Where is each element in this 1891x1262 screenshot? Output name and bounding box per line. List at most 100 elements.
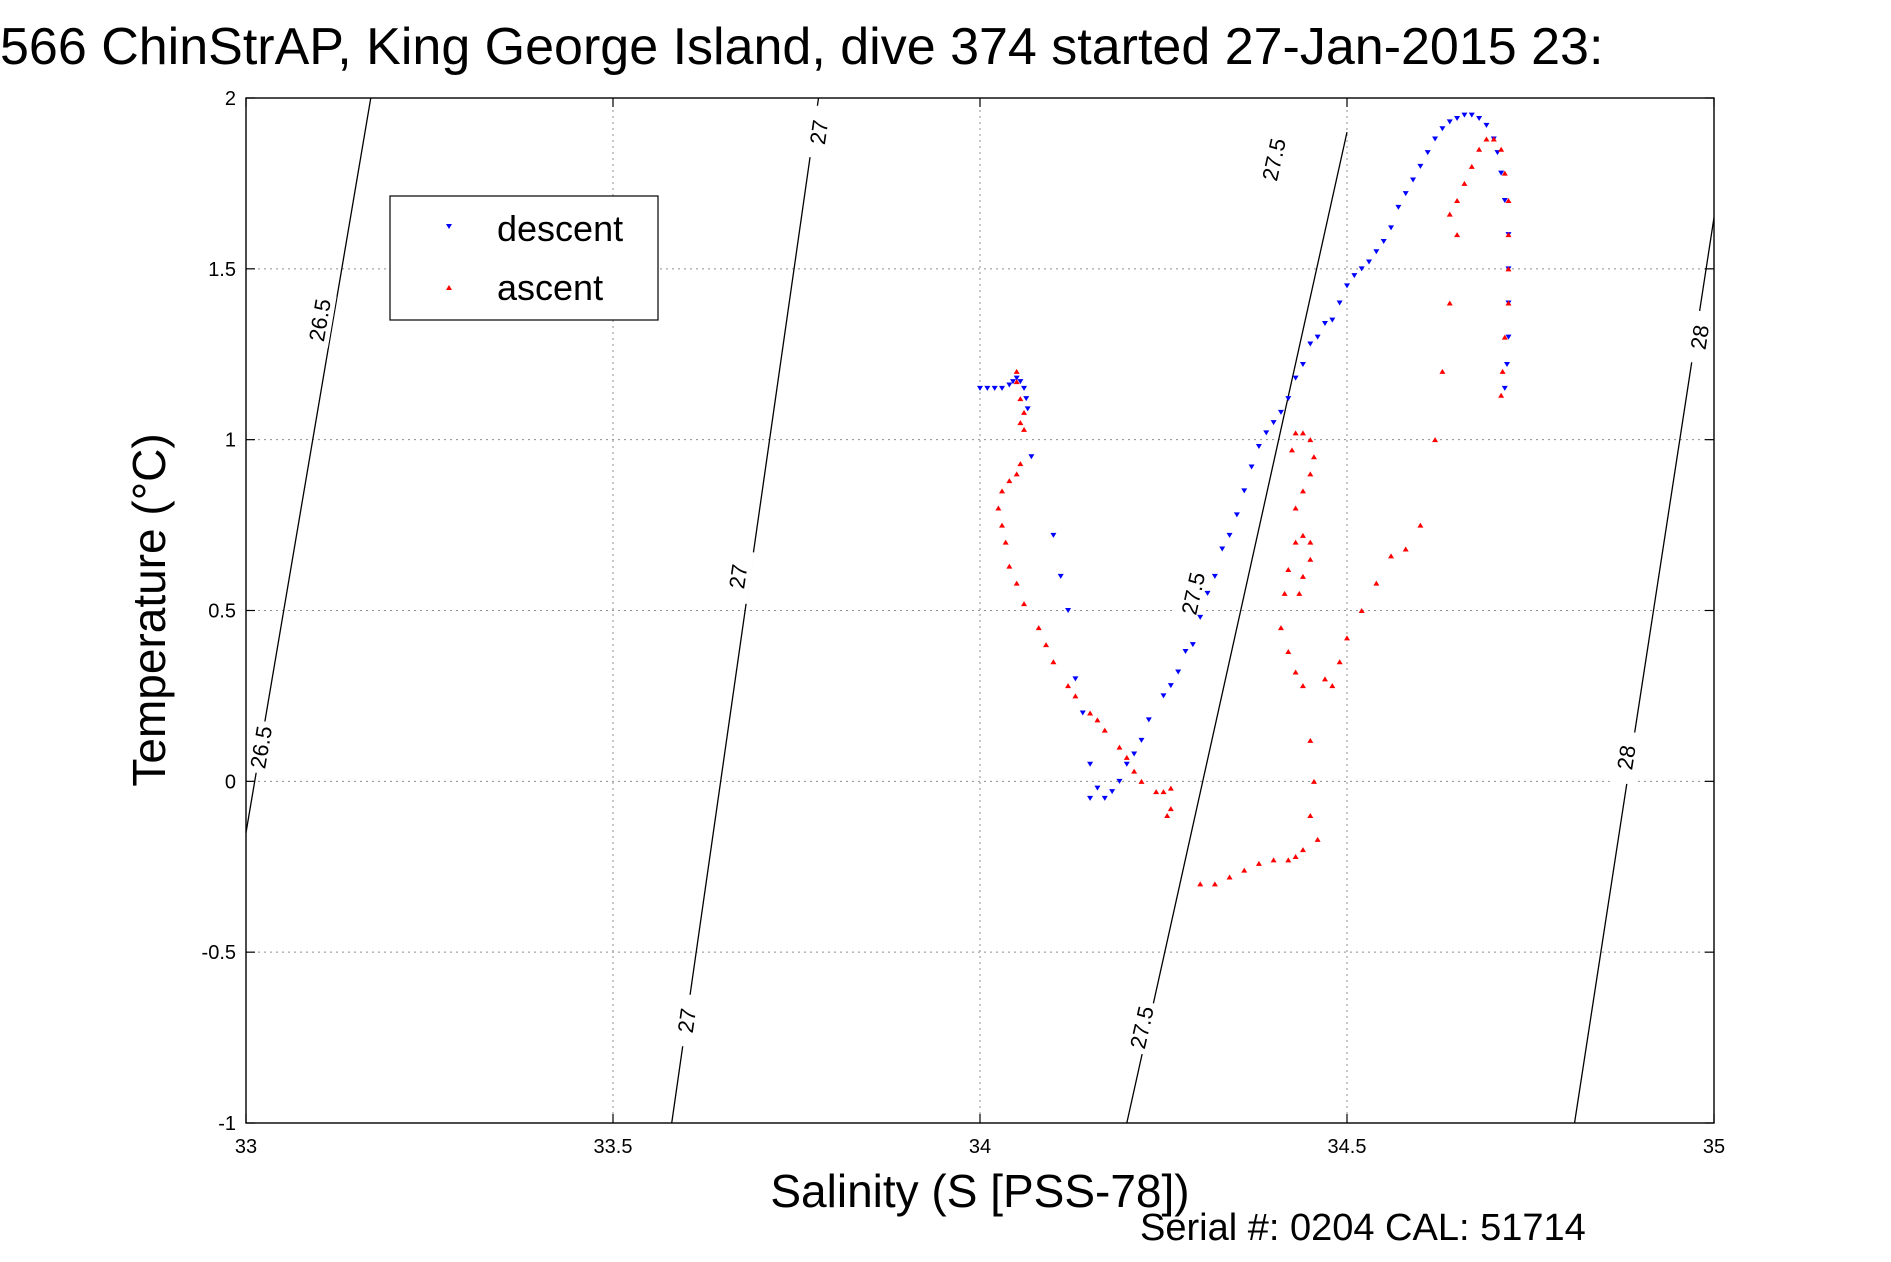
ascent-point (1164, 813, 1171, 818)
descent-point (1189, 642, 1196, 648)
ascent-point (1270, 857, 1277, 863)
descent-point (984, 385, 991, 391)
descent-point (1211, 573, 1218, 579)
contour-label-bg (302, 292, 337, 348)
ascent-point (1505, 232, 1512, 238)
legend-ascent-label: ascent (497, 267, 603, 308)
contour-label: 28 (1612, 743, 1640, 771)
descent-point (1505, 334, 1512, 340)
ascent-point (1035, 625, 1042, 631)
ascent-point (1021, 601, 1028, 607)
ascent-point (1167, 806, 1174, 812)
ascent-point (1388, 553, 1395, 559)
ascent-point (1292, 669, 1299, 675)
x-tick-label: 33.5 (594, 1136, 633, 1158)
ascent-point (1013, 379, 1020, 385)
ascent-point (1499, 368, 1506, 374)
ascent-point (1307, 813, 1314, 818)
contour-label-group: 26.5 (302, 292, 337, 348)
descent-point (1501, 385, 1508, 391)
y-tick-label: 0 (225, 771, 236, 793)
contour-label-bg (1682, 309, 1717, 365)
ascent-point (1446, 300, 1453, 306)
ascent-point (1101, 727, 1108, 733)
descent-point (1013, 375, 1020, 381)
descent-point (1277, 409, 1284, 415)
ascent-point (1116, 744, 1123, 750)
descent-point (1366, 259, 1373, 265)
ascent-point (1454, 198, 1461, 203)
descent-point (1504, 362, 1511, 367)
contour-label-bg (801, 104, 836, 160)
descent-point (1321, 321, 1328, 326)
ascent-point (1314, 836, 1321, 842)
descent-point (1101, 795, 1108, 801)
descent-point (1388, 225, 1395, 231)
ascent-point (1255, 860, 1262, 866)
ascent-point (1138, 778, 1145, 784)
ascent-point (1336, 659, 1343, 665)
descent-point (1116, 778, 1123, 784)
ascent-point (1002, 539, 1009, 545)
ascent-point (1307, 737, 1314, 743)
ascent-point (1439, 368, 1446, 374)
descent-point (1351, 273, 1358, 279)
ascent-point (1505, 300, 1512, 306)
ascent-point (1373, 580, 1380, 586)
ascent-point (1241, 867, 1248, 873)
contour-label-bg (1255, 131, 1292, 188)
ascent-point (1197, 881, 1204, 887)
contour-label-bg (243, 719, 278, 775)
ascent-point (1310, 454, 1317, 460)
grid-lines (246, 98, 1714, 1123)
ascent-point (1292, 854, 1299, 859)
chart-title: 566 ChinStrAP, King George Island, dive … (0, 18, 1603, 76)
contour-label-group: 28 (1682, 309, 1717, 365)
ascent-point (1417, 522, 1424, 528)
descent-point (1182, 649, 1189, 654)
ascent-point (1299, 488, 1306, 494)
contour-label: 26.5 (245, 724, 277, 770)
contour-label-bg (1174, 565, 1212, 622)
descent-point (1299, 362, 1306, 367)
descent-point (1263, 430, 1270, 436)
descent-point (1498, 170, 1505, 176)
y-tick-label: -0.5 (202, 942, 236, 964)
descent-point (1197, 614, 1204, 620)
ascent-point (1285, 649, 1292, 654)
ascent-point (1292, 539, 1299, 545)
descent-point (1138, 737, 1145, 743)
ascent-point (1454, 232, 1461, 238)
descent-point (1023, 396, 1030, 402)
ascent-point (1043, 642, 1050, 648)
ascent-point (1307, 539, 1314, 545)
contour-label: 27 (724, 563, 752, 591)
series-ascent (995, 136, 1512, 887)
descent-point (1072, 676, 1079, 682)
contour-label-group: 27.5 (1174, 565, 1212, 622)
ascent-point (1123, 754, 1130, 760)
contour-label-group: 27.5 (1123, 999, 1160, 1056)
descent-point (1079, 710, 1086, 716)
x-tick-label: 34.5 (1328, 1136, 1367, 1158)
descent-point (1057, 573, 1064, 579)
descent-point (1065, 608, 1072, 613)
contour-label-group: 27.5 (1255, 131, 1292, 188)
descent-point (1241, 488, 1248, 494)
ascent-point (1013, 368, 1020, 374)
y-tick-label: 1 (225, 430, 236, 452)
ascent-point (1446, 211, 1453, 217)
ascent-point (1310, 778, 1317, 784)
descent-point (999, 385, 1006, 391)
descent-point (1446, 119, 1453, 125)
descent-point (1270, 420, 1277, 426)
descent-point (1380, 239, 1387, 244)
ascent-point (1505, 198, 1512, 203)
descent-point (1314, 334, 1321, 340)
ascent-point (1402, 546, 1409, 552)
descent-point (1344, 283, 1350, 289)
descent-point (1248, 464, 1255, 470)
ascent-point (1065, 683, 1072, 689)
density-contours: 26.5 26.5 27 27 27 27.5 27.5 27.5 28 28 (243, 97, 1717, 1124)
ascent-point (1292, 430, 1299, 436)
